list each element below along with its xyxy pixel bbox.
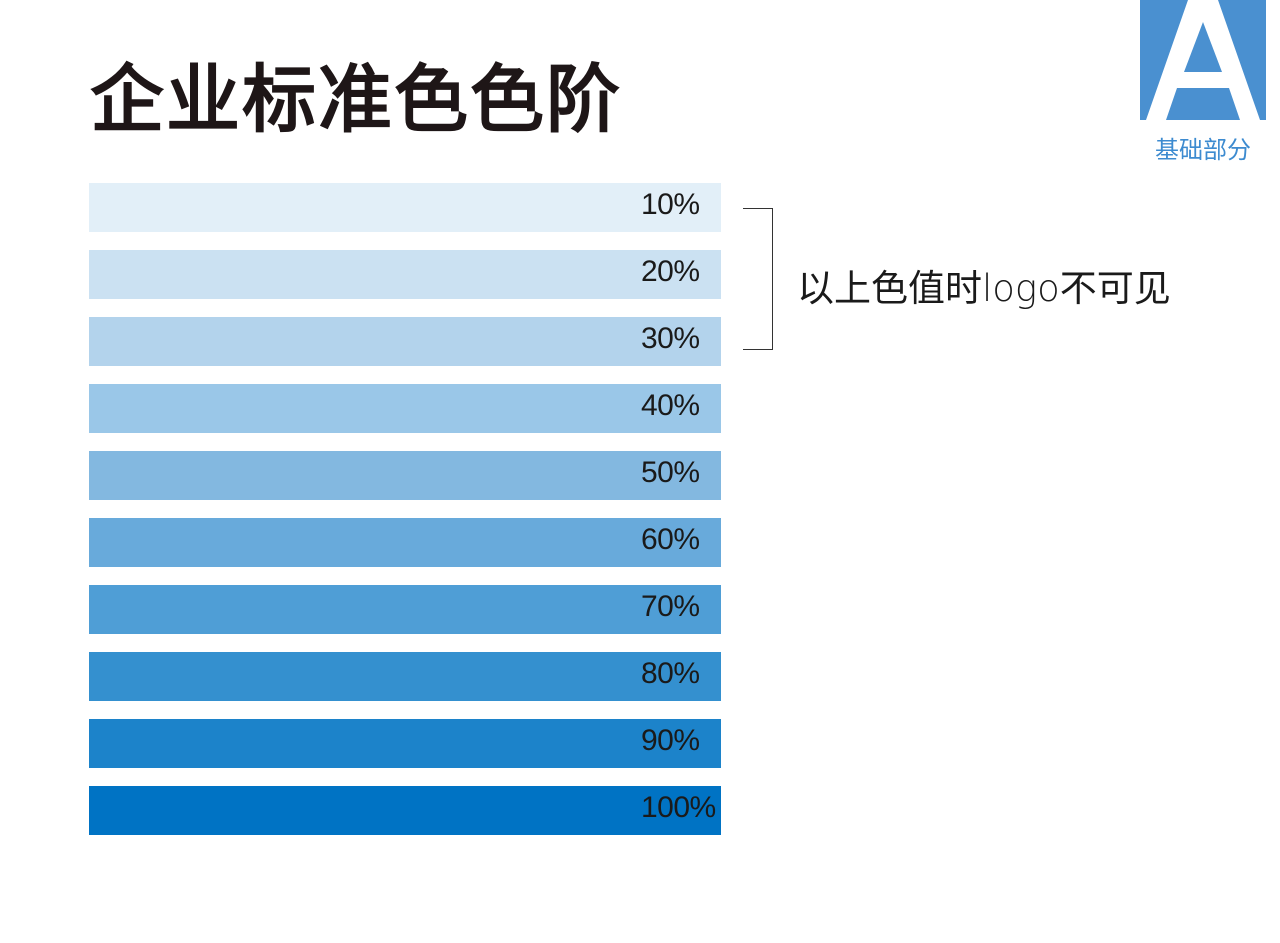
color-swatch-bar [89, 652, 721, 701]
color-swatch-bar [89, 317, 721, 366]
color-swatch-bar [89, 183, 721, 232]
swatch-percent-label: 100% [641, 791, 716, 824]
color-swatch-bar [89, 250, 721, 299]
swatch-percent-label: 70% [641, 590, 700, 623]
swatch-percent-label: 80% [641, 657, 700, 690]
visibility-note: 以上色值时logo不可见 [797, 267, 1171, 310]
section-badge [1140, 0, 1266, 120]
swatch-percent-label: 40% [641, 389, 700, 422]
swatch-percent-label: 20% [641, 255, 700, 288]
section-caption: 基础部分 [1155, 136, 1251, 164]
swatch-percent-label: 60% [641, 523, 700, 556]
color-swatch-bar [89, 518, 721, 567]
color-swatch-bar [89, 719, 721, 768]
page-title: 企业标准色色阶 [90, 57, 622, 143]
color-swatch-bar [89, 384, 721, 433]
bracket-line [743, 208, 773, 350]
swatch-percent-label: 30% [641, 322, 700, 355]
swatch-percent-label: 50% [641, 456, 700, 489]
letter-a-icon [1146, 0, 1260, 120]
swatch-percent-label: 90% [641, 724, 700, 757]
color-swatch-bar [89, 786, 721, 835]
color-swatch-bar [89, 585, 721, 634]
swatch-percent-label: 10% [641, 188, 700, 221]
color-swatch-bar [89, 451, 721, 500]
